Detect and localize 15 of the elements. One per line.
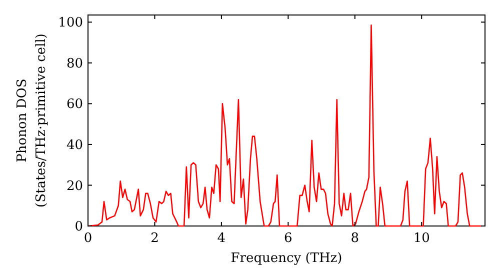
x-axis-title: Frequency (THz) — [230, 251, 342, 266]
x-tick-label: 2 — [150, 231, 159, 246]
y-tick-label: 0 — [74, 220, 83, 235]
x-tick-label: 10 — [413, 231, 430, 246]
line-series — [87, 24, 482, 227]
y-tick-label: 60 — [66, 97, 83, 112]
y-tick-label: 80 — [66, 56, 83, 72]
x-tick-label: 6 — [284, 231, 292, 246]
y-tick-label: 20 — [66, 178, 83, 194]
y-tick-label: 100 — [58, 16, 83, 31]
y-tick-label: 40 — [66, 138, 83, 154]
x-tick-label: 4 — [217, 231, 226, 246]
y-axis-title: Phonon DOS (States/THz·primitive cell) — [15, 33, 49, 208]
x-tick-label: 8 — [350, 231, 360, 246]
x-tick-label: 0 — [84, 231, 92, 246]
